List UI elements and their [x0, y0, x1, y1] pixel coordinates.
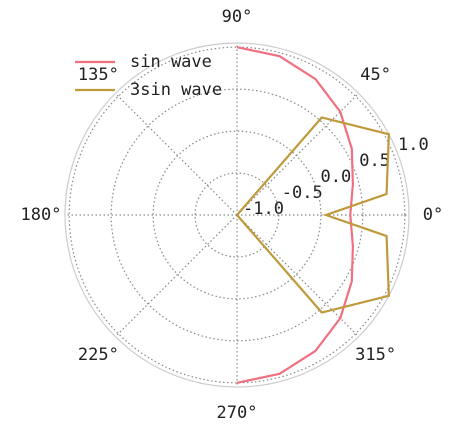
r-tick-label: 0.5 [359, 151, 390, 171]
r-grid-line [152, 130, 322, 300]
line [236, 46, 354, 384]
r-grid-line [68, 46, 406, 384]
legend-label: sin wave [130, 52, 212, 72]
r-tick-label: -0.5 [282, 183, 323, 203]
theta-tick-label: 180° [21, 205, 62, 225]
theta-tick-label: 225° [78, 345, 119, 365]
r-tick-label: 0.0 [321, 167, 352, 187]
theta-grid-line [114, 214, 238, 338]
theta-grid-line [114, 92, 238, 216]
r-tick-label: 1.0 [398, 135, 429, 155]
theta-tick-label: 135° [78, 65, 119, 85]
theta-tick-label: 0° [423, 205, 443, 225]
legend-label: 3sin wave [130, 80, 222, 100]
r-tick-label: -1.0 [243, 199, 284, 219]
theta-grid-line [236, 214, 360, 338]
line [236, 116, 391, 314]
theta-tick-label: 270° [217, 403, 258, 423]
theta-tick-label: 45° [360, 65, 391, 85]
theta-tick-label: 315° [355, 345, 396, 365]
theta-grid-line [236, 92, 360, 216]
polar-frame [64, 42, 410, 388]
theta-tick-label: 90° [222, 7, 253, 27]
r-grid-line [194, 172, 280, 258]
r-grid-line [110, 88, 364, 342]
